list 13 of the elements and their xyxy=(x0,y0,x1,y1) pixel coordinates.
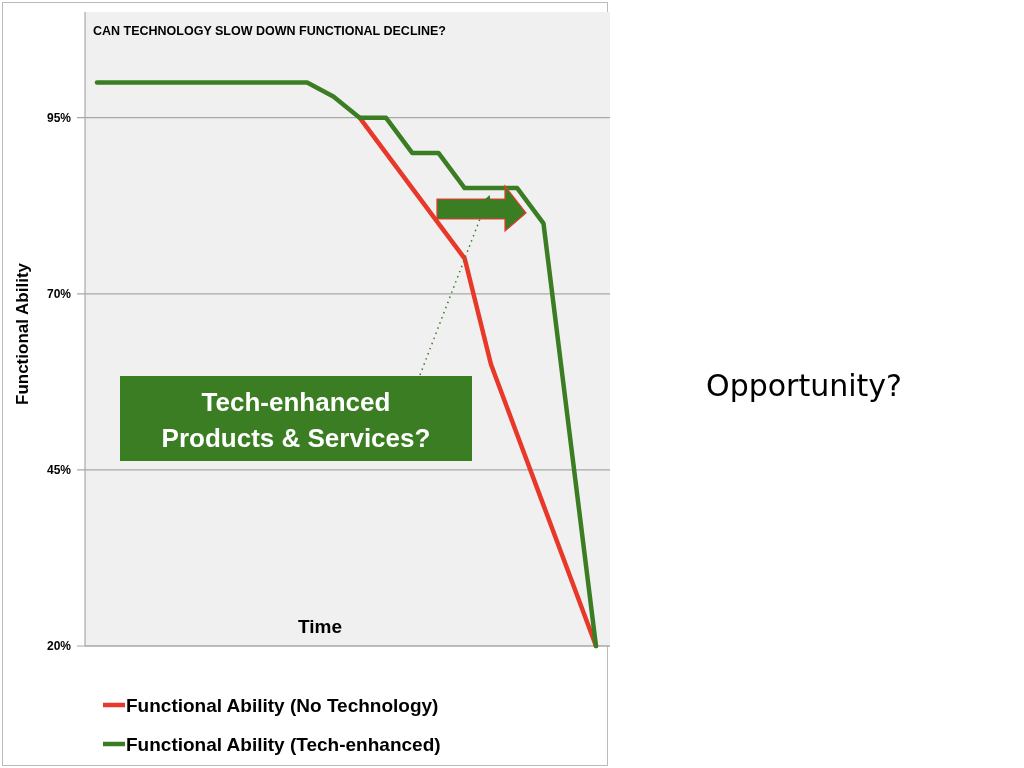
y-tick-label: 95% xyxy=(46,110,72,125)
legend-label: Functional Ability (No Technology) xyxy=(126,694,439,716)
line-series xyxy=(94,80,599,649)
y-tick-label: 20% xyxy=(46,639,72,654)
y-axis-title: Functional Ability xyxy=(13,262,32,405)
y-tick-label: 45% xyxy=(46,463,72,478)
y-tick-label: 70% xyxy=(46,286,72,301)
annotation: Tech-enhanced Products & Services? xyxy=(161,387,431,453)
callout-box: Tech-enhanced Products & Services? xyxy=(120,376,472,461)
legend-label: Functional Ability (Tech-enhanced) xyxy=(126,733,441,755)
text: CAN TECHNOLOGY SLOW DOWN FUNCTIONAL DECLINE? xyxy=(93,24,446,38)
text: Opportunity? xyxy=(706,368,902,403)
x-axis-title: Time xyxy=(297,616,343,637)
